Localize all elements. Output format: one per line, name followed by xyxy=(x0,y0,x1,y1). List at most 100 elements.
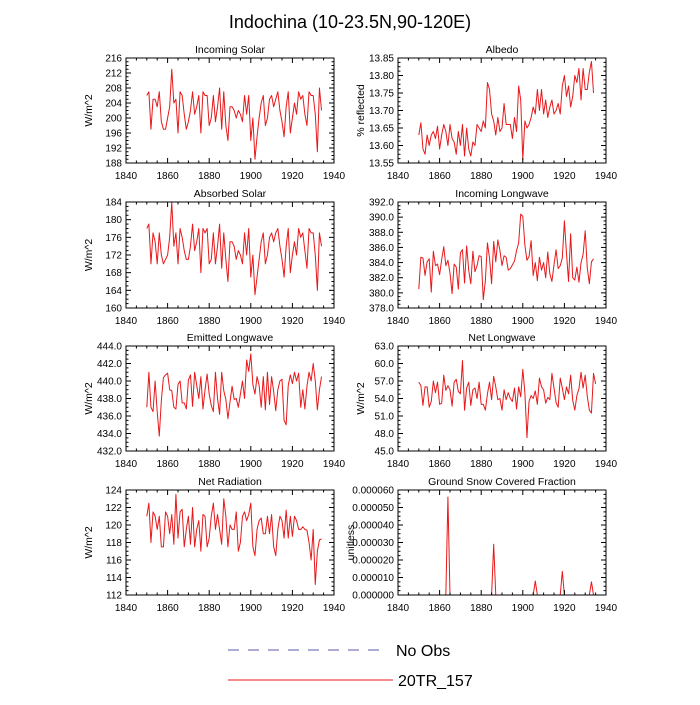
panel-incoming-solar-ytick-label: 212 xyxy=(105,69,122,80)
panel-incoming-longwave-ytick-label: 386.0 xyxy=(369,243,394,254)
panel-incoming-longwave-ytick-label: 390.0 xyxy=(369,213,394,224)
panel-incoming-solar: 1840 1860 1880 1900 1920 1940 188 192 196 200 204 2… xyxy=(83,44,346,182)
panel-absorbed-solar-ytick-label: 164 xyxy=(105,286,122,297)
panel-ground-snow-covered-fraction-xtick-label: 1880 xyxy=(470,603,493,614)
panel-emitted-longwave-ytick-label: 438.0 xyxy=(97,394,122,405)
panel-net-radiation-ylabel: W/m^2 xyxy=(83,526,95,559)
panel-net-longwave-ytick-label: 51.0 xyxy=(375,412,395,423)
panel-albedo-xtick-label: 1940 xyxy=(595,171,618,182)
panel-ground-snow-covered-fraction-ytick-label: 0.000030 xyxy=(352,538,394,549)
panel-incoming-solar-ytick-label: 204 xyxy=(105,99,122,110)
panel-albedo-ytick-label: 13.80 xyxy=(369,71,394,82)
panel-emitted-longwave-xtick-label: 1900 xyxy=(240,459,263,470)
panel-incoming-longwave-ytick-label: 384.0 xyxy=(369,258,394,269)
panel-net-longwave-ytick-label: 57.0 xyxy=(375,377,395,388)
panel-ground-snow-covered-fraction-ytick-label: 0.000010 xyxy=(352,573,394,584)
panel-net-radiation-ytick-label: 120 xyxy=(105,521,122,532)
panel-ground-snow-covered-fraction-ytick-label: 0.000040 xyxy=(352,521,394,532)
panel-net-longwave-xtick-label: 1900 xyxy=(512,459,535,470)
panel-incoming-longwave-ytick-label: 380.0 xyxy=(369,288,394,299)
panel-emitted-longwave-title: Emitted Longwave xyxy=(187,332,274,344)
panel-incoming-longwave-ytick-label: 378.0 xyxy=(369,304,394,315)
panel-incoming-longwave-xtick-label: 1920 xyxy=(553,316,576,327)
figure-title: Indochina (10-23.5N,90-120E) xyxy=(229,12,471,32)
panel-net-radiation-ytick-label: 112 xyxy=(106,591,122,602)
panel-ground-snow-covered-fraction-title: Ground Snow Covered Fraction xyxy=(428,476,576,488)
panel-incoming-solar-xtick-label: 1920 xyxy=(281,171,304,182)
panel-net-radiation-xtick-label: 1860 xyxy=(156,603,179,614)
panel-emitted-longwave-ylabel: W/m^2 xyxy=(83,382,95,415)
panel-incoming-longwave-ytick-label: 392.0 xyxy=(369,198,394,209)
panel-absorbed-solar-xtick-label: 1860 xyxy=(156,316,179,327)
panel-emitted-longwave-ytick-label: 440.0 xyxy=(97,377,122,388)
panel-ground-snow-covered-fraction-ylabel: unitless xyxy=(345,525,357,561)
panel-net-radiation: 1840 1860 1880 1900 1920 1940 112 114 116 118 120 1… xyxy=(83,476,346,614)
panel-absorbed-solar-ytick-label: 176 xyxy=(105,233,122,244)
panel-absorbed-solar-xtick-label: 1940 xyxy=(323,316,346,327)
panel-incoming-solar-ytick-label: 200 xyxy=(105,114,122,125)
panel-incoming-longwave-title: Incoming Longwave xyxy=(455,188,549,200)
panel-albedo-series-line xyxy=(418,61,595,160)
panel-incoming-solar-ytick-label: 192 xyxy=(105,144,122,155)
panel-ground-snow-covered-fraction-xtick-label: 1900 xyxy=(512,603,535,614)
panel-emitted-longwave-ytick-label: 444.0 xyxy=(97,342,122,353)
panel-net-radiation-ytick-label: 116 xyxy=(106,556,122,567)
panel-net-longwave-xtick-label: 1860 xyxy=(428,459,451,470)
panel-albedo-xtick-label: 1860 xyxy=(428,171,451,182)
panel-emitted-longwave-xtick-label: 1920 xyxy=(281,459,304,470)
panel-albedo-title: Albedo xyxy=(486,44,519,56)
panel-net-longwave: 1840 1860 1880 1900 1920 1940 45.0 48.0 51.0 54.0… xyxy=(355,332,618,470)
panel-net-longwave-xtick-label: 1880 xyxy=(470,459,493,470)
panel-absorbed-solar-ytick-label: 180 xyxy=(105,215,122,226)
panel-emitted-longwave-ytick-label: 432.0 xyxy=(97,447,122,458)
panel-net-longwave-series-line xyxy=(418,360,597,439)
panel-net-radiation-ytick-label: 118 xyxy=(106,538,122,549)
panel-incoming-solar-xtick-label: 1940 xyxy=(323,171,346,182)
panel-absorbed-solar-ylabel: W/m^2 xyxy=(83,239,95,272)
panel-incoming-longwave-xtick-label: 1940 xyxy=(595,316,618,327)
panel-albedo-ytick-label: 13.75 xyxy=(369,89,394,100)
panel-net-radiation-xtick-label: 1900 xyxy=(240,603,263,614)
panel-ground-snow-covered-fraction-xtick-label: 1860 xyxy=(428,603,451,614)
panel-emitted-longwave: 1840 1860 1880 1900 1920 1940 432.0 434.0 436.0 4… xyxy=(83,332,346,470)
panel-net-longwave-ytick-label: 63.0 xyxy=(375,342,395,353)
panel-absorbed-solar-xtick-label: 1900 xyxy=(240,316,263,327)
panel-net-radiation-xtick-label: 1920 xyxy=(281,603,304,614)
panel-absorbed-solar-ytick-label: 168 xyxy=(105,268,122,279)
panel-ground-snow-covered-fraction-ytick-label: 0.000050 xyxy=(352,503,394,514)
panel-ground-snow-covered-fraction-ytick-label: 0.000000 xyxy=(352,591,394,602)
panel-ground-snow-covered-fraction-xtick-label: 1840 xyxy=(387,603,410,614)
panel-emitted-longwave-xtick-label: 1840 xyxy=(115,459,138,470)
legend: No Obs 20TR_157 xyxy=(228,643,473,690)
panel-net-longwave-ytick-label: 48.0 xyxy=(375,429,395,440)
panel-ground-snow-covered-fraction: 1840 1860 1880 1900 1920 1940 0.000000 0.000010… xyxy=(345,476,618,614)
panel-incoming-solar-xtick-label: 1880 xyxy=(198,171,221,182)
panel-albedo-ylabel: % reflected xyxy=(355,84,367,137)
panel-absorbed-solar: 1840 1860 1880 1900 1920 1940 160 164 168 172 176 1… xyxy=(83,188,346,327)
panel-net-longwave-ytick-label: 45.0 xyxy=(375,447,395,458)
panel-net-longwave-ytick-label: 54.0 xyxy=(375,394,395,405)
panel-albedo-ytick-label: 13.65 xyxy=(369,124,394,135)
panel-net-radiation-ytick-label: 122 xyxy=(105,503,122,514)
legend-20tr-label: 20TR_157 xyxy=(398,673,473,690)
panel-incoming-longwave-xtick-label: 1900 xyxy=(512,316,535,327)
panel-emitted-longwave-ytick-label: 434.0 xyxy=(97,429,122,440)
panel-ground-snow-covered-fraction-ytick-label: 0.000060 xyxy=(352,486,394,497)
panel-net-radiation-series-line xyxy=(146,493,322,585)
panel-absorbed-solar-ytick-label: 184 xyxy=(105,198,122,209)
panel-albedo-ytick-label: 13.70 xyxy=(369,106,394,117)
panel-incoming-solar-ytick-label: 216 xyxy=(105,54,122,65)
panel-incoming-longwave-series-line xyxy=(418,213,594,301)
panel-net-radiation-xtick-label: 1840 xyxy=(115,603,138,614)
panel-emitted-longwave-xtick-label: 1880 xyxy=(198,459,221,470)
panel-incoming-solar-ytick-label: 188 xyxy=(105,159,122,170)
panel-incoming-solar-title: Incoming Solar xyxy=(195,44,266,56)
panel-emitted-longwave-ytick-label: 442.0 xyxy=(97,359,122,370)
panel-incoming-longwave-ytick-label: 388.0 xyxy=(369,228,394,239)
panel-albedo-ytick-label: 13.55 xyxy=(369,159,394,170)
panel-absorbed-solar-series-line xyxy=(146,201,323,296)
panel-incoming-solar-xtick-label: 1860 xyxy=(156,171,179,182)
panel-incoming-longwave: 1840 1860 1880 1900 1920 1940 378.0 380.0 382.0 3… xyxy=(369,188,618,327)
